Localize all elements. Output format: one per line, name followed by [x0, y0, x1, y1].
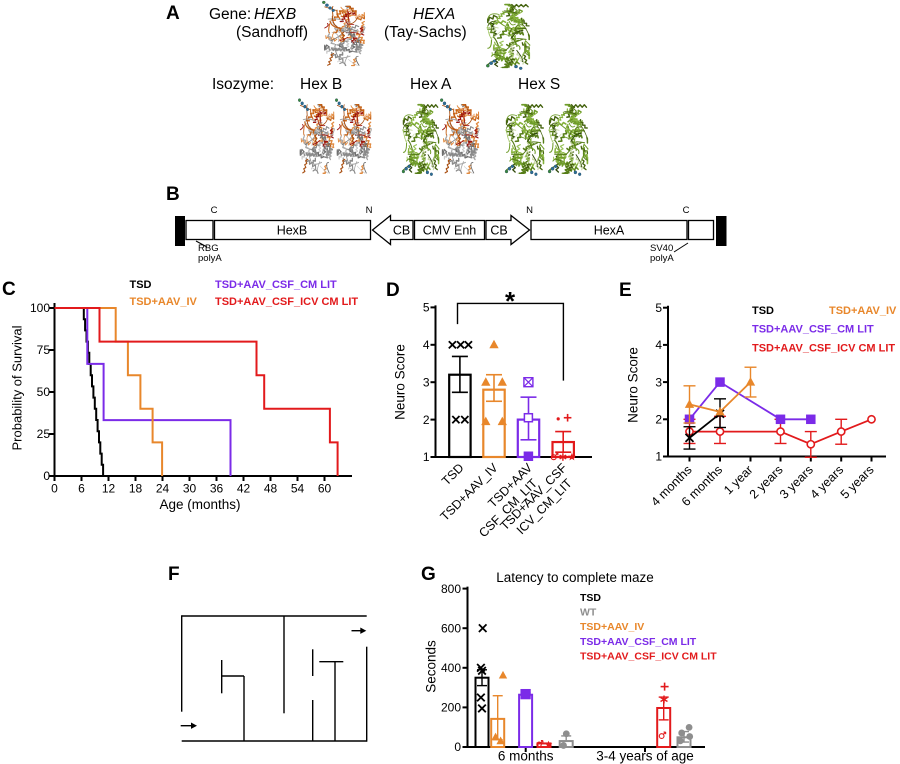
- svg-text:75: 75: [37, 343, 51, 357]
- svg-text:HEXA: HEXA: [413, 6, 455, 23]
- svg-text:TSD+AAV_CSF_CM LIT: TSD+AAV_CSF_CM LIT: [215, 279, 337, 291]
- svg-text:25: 25: [37, 427, 51, 441]
- svg-text:CMV Enh: CMV Enh: [423, 224, 477, 238]
- svg-text:Neuro Score: Neuro Score: [393, 344, 408, 420]
- svg-text:48: 48: [264, 482, 278, 496]
- svg-text:400: 400: [441, 661, 461, 675]
- svg-text:TSD+AAV_IV: TSD+AAV_IV: [580, 621, 644, 633]
- svg-text:WT: WT: [580, 607, 597, 619]
- svg-text:(Tay-Sachs): (Tay-Sachs): [384, 24, 467, 41]
- svg-text:600: 600: [441, 621, 461, 635]
- svg-text:4: 4: [423, 338, 430, 352]
- svg-text:SV40: SV40: [650, 243, 673, 254]
- svg-text:TSD: TSD: [439, 461, 467, 489]
- svg-text:TSD: TSD: [580, 592, 601, 604]
- svg-text:6 months: 6 months: [498, 749, 554, 764]
- svg-text:B: B: [166, 184, 180, 205]
- svg-text:TSD+AAV_IV: TSD+AAV_IV: [130, 296, 198, 308]
- svg-text:A: A: [166, 3, 180, 24]
- svg-text:TSD+AAV_CSF_CM LIT: TSD+AAV_CSF_CM LIT: [580, 636, 697, 648]
- svg-text:200: 200: [441, 701, 461, 715]
- svg-text:4: 4: [655, 338, 662, 352]
- svg-text:Gene:: Gene:: [209, 6, 251, 23]
- svg-text:36: 36: [210, 482, 224, 496]
- svg-text:30: 30: [183, 482, 197, 496]
- svg-text:TSD: TSD: [130, 279, 152, 291]
- svg-text:50: 50: [37, 385, 51, 399]
- svg-text:54: 54: [291, 482, 305, 496]
- svg-text:C: C: [211, 205, 218, 216]
- svg-text:N: N: [366, 205, 373, 216]
- svg-text:2: 2: [655, 413, 662, 427]
- svg-text:TSD+AAV_IV: TSD+AAV_IV: [829, 305, 897, 317]
- svg-text:HexA: HexA: [594, 224, 625, 238]
- svg-text:18: 18: [129, 482, 143, 496]
- svg-text:5: 5: [655, 301, 662, 315]
- svg-text:42: 42: [237, 482, 251, 496]
- svg-text:C: C: [683, 205, 690, 216]
- svg-text:0: 0: [51, 482, 58, 496]
- svg-text:HexB: HexB: [277, 224, 308, 238]
- svg-text:TSD+AAV_CSF_ICV CM LIT: TSD+AAV_CSF_ICV CM LIT: [215, 296, 358, 308]
- svg-text:12: 12: [102, 482, 116, 496]
- svg-text:polyA: polyA: [198, 253, 222, 264]
- svg-text:1: 1: [423, 450, 430, 464]
- svg-text:*: *: [505, 286, 516, 316]
- svg-text:polyA: polyA: [650, 253, 674, 264]
- svg-text:TSD+AAV_CSF_CM LIT: TSD+AAV_CSF_CM LIT: [752, 324, 874, 336]
- svg-text:Hex B: Hex B: [300, 76, 342, 93]
- svg-text:E: E: [619, 280, 632, 301]
- svg-text:Hex S: Hex S: [518, 76, 560, 93]
- svg-text:C: C: [2, 279, 16, 300]
- svg-text:Neuro Score: Neuro Score: [626, 347, 641, 423]
- svg-text:RBG: RBG: [198, 243, 219, 254]
- svg-text:0: 0: [43, 469, 50, 483]
- svg-text:6: 6: [78, 482, 85, 496]
- svg-text:60: 60: [318, 482, 332, 496]
- svg-text:TSD+AAV_CSF_ICV CM LIT: TSD+AAV_CSF_ICV CM LIT: [752, 343, 895, 355]
- svg-text:Age (months): Age (months): [159, 497, 240, 512]
- svg-text:Seconds: Seconds: [424, 640, 439, 693]
- svg-text:F: F: [168, 564, 180, 585]
- svg-text:2: 2: [423, 413, 430, 427]
- svg-text:(Sandhoff): (Sandhoff): [236, 24, 308, 41]
- svg-text:HEXB: HEXB: [254, 6, 296, 23]
- svg-text:Isozyme:: Isozyme:: [212, 76, 274, 93]
- svg-text:Latency to complete maze: Latency to complete maze: [496, 570, 654, 585]
- svg-text:3: 3: [655, 375, 662, 389]
- svg-text:5 years: 5 years: [838, 463, 877, 502]
- svg-text:24: 24: [156, 482, 170, 496]
- svg-text:100: 100: [30, 301, 50, 315]
- svg-text:1: 1: [655, 450, 662, 464]
- svg-text:CB: CB: [490, 224, 507, 238]
- svg-text:D: D: [386, 280, 400, 301]
- svg-text:Hex A: Hex A: [410, 76, 452, 93]
- svg-text:G: G: [421, 564, 436, 585]
- svg-text:3-4 years of age: 3-4 years of age: [596, 749, 694, 764]
- svg-text:N: N: [526, 205, 533, 216]
- svg-text:TSD: TSD: [752, 305, 774, 317]
- svg-text:TSD+AAV_CSF_ICV CM LIT: TSD+AAV_CSF_ICV CM LIT: [580, 651, 717, 663]
- svg-text:5: 5: [423, 301, 430, 315]
- svg-text:800: 800: [441, 582, 461, 596]
- svg-text:3: 3: [423, 375, 430, 389]
- svg-text:CB: CB: [393, 224, 410, 238]
- svg-text:Probability of Survival: Probability of Survival: [10, 325, 25, 450]
- svg-text:0: 0: [454, 740, 461, 754]
